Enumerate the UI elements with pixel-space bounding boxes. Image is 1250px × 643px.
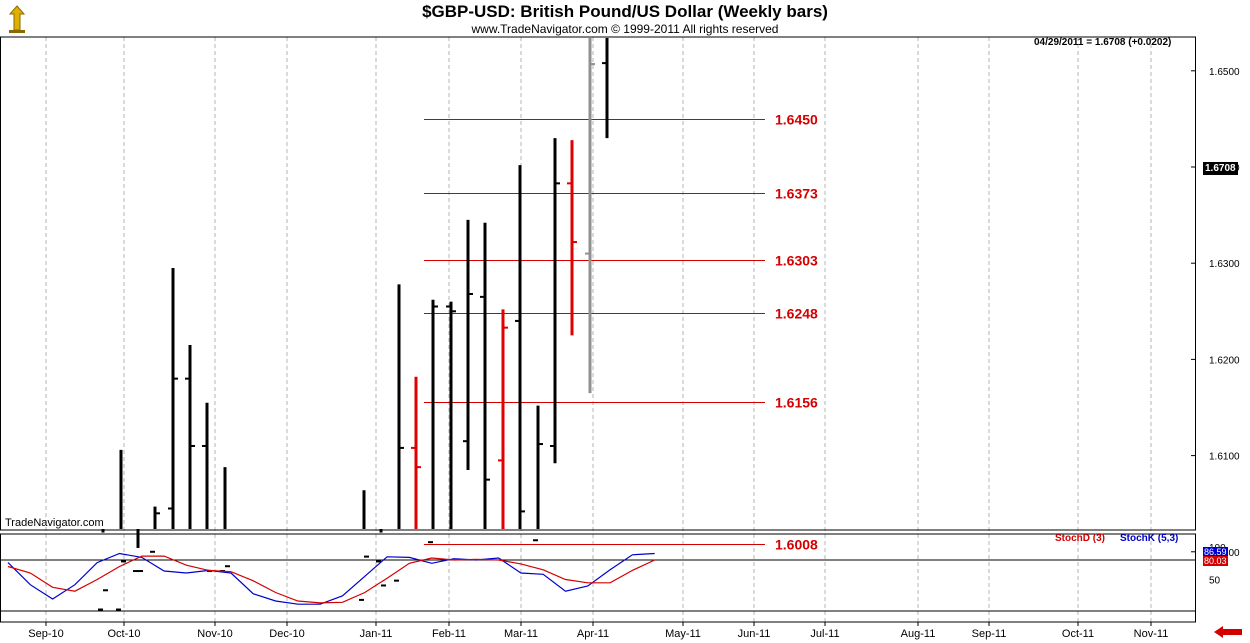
x-tick-label: Feb-11 (432, 628, 466, 640)
red-level-label: 1.6303 (775, 253, 818, 269)
price-levels: 1.69461.69181.68761.68281.68271.67461.64… (424, 112, 818, 553)
chart-subtitle: www.TradeNavigator.com © 1999-2011 All r… (471, 22, 779, 36)
x-tick-label: May-11 (665, 628, 701, 640)
x-tick-label: Dec-10 (269, 628, 304, 640)
stochastic-plot-frame (0, 533, 1196, 623)
last-value-readout: 04/29/2011 = 1.6708 (+0.0202) (1034, 37, 1172, 48)
x-tick-label: Nov-10 (197, 628, 232, 640)
x-tick-label: Jul-11 (810, 628, 839, 640)
scroll-left-arrow-icon[interactable] (1213, 625, 1243, 639)
stoch-d-line (7, 555, 655, 604)
red-level-label: 1.6373 (775, 186, 818, 202)
stoch-k-line (7, 552, 655, 605)
red-level-label: 1.6450 (775, 112, 818, 128)
x-tick-label: Jun-11 (738, 628, 771, 640)
axis-labels: 1.69001.68001.67001.66001.65001.64001.63… (28, 67, 1240, 640)
watermark: TradeNavigator.com (5, 517, 104, 529)
x-tick-label: Oct-11 (1062, 628, 1094, 640)
x-tick-label: Oct-10 (107, 628, 140, 640)
chart-title: $GBP-USD: British Pound/US Dollar (Weekl… (422, 2, 828, 21)
stochastic-tick-label: 50 (1209, 576, 1221, 587)
x-tick-label: Aug-11 (901, 628, 936, 640)
y-tick-label: 1.6300 (1209, 259, 1240, 270)
x-tick-label: Apr-11 (577, 628, 609, 640)
main-plot-frame (0, 36, 1196, 531)
x-tick-label: Sep-10 (28, 628, 63, 640)
legend-stoch-d: StochD (3) (1055, 533, 1105, 544)
stochastic-lines (7, 552, 655, 605)
x-tick-label: Jan-11 (360, 628, 393, 640)
red-level-label: 1.6248 (775, 306, 818, 322)
y-tick-label: 1.6500 (1209, 67, 1240, 78)
chart-frame (0, 36, 1196, 623)
x-tick-label: Nov-11 (1134, 628, 1169, 640)
price-bars (98, 38, 609, 611)
red-level-label: 1.6008 (775, 537, 818, 553)
current-price-box: 1.6708 (1203, 162, 1238, 175)
y-tick-label: 1.6200 (1209, 355, 1240, 366)
y-tick-label: 1.6100 (1209, 452, 1240, 463)
legend-stoch-k: StochK (5,3) (1120, 533, 1179, 544)
red-level-label: 1.6156 (775, 395, 818, 411)
x-tick-label: Sep-11 (972, 628, 1007, 640)
stoch-k-value-box: 86.59 (1203, 547, 1228, 557)
x-tick-label: Mar-11 (504, 628, 538, 640)
trade-navigator-logo-icon (8, 5, 26, 33)
stoch-d-value-box: 80.03 (1203, 556, 1228, 566)
